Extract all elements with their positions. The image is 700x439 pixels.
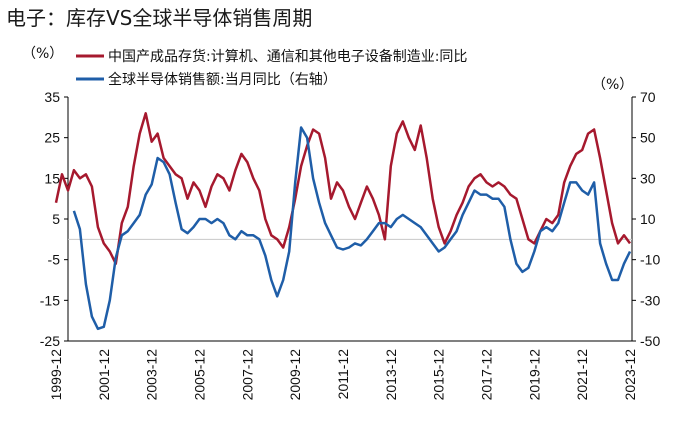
x-tick-label: 2007-12 — [239, 349, 255, 401]
x-tick-label: 2021-12 — [574, 349, 590, 401]
chart-title: 电子：库存VS全球半导体销售周期 — [6, 6, 313, 30]
x-tick-label: 2005-12 — [192, 349, 208, 401]
right-tick-label: 70 — [640, 89, 656, 105]
left-tick-label: -5 — [48, 252, 61, 268]
x-tick-label: 2019-12 — [526, 349, 542, 401]
x-tick-label: 2001-12 — [96, 349, 112, 401]
left-tick-label: 25 — [44, 130, 60, 146]
right-tick-label: -30 — [640, 292, 660, 308]
left-axis: 35 25 15 5 -5 -15 -25 — [40, 89, 69, 349]
left-axis-unit: （%） — [22, 46, 63, 62]
right-tick-label: -10 — [640, 252, 660, 268]
x-tick-label: 2015-12 — [431, 349, 447, 401]
right-axis: 70 50 30 10 -10 -30 -50 — [631, 89, 660, 349]
x-tick-label: 2003-12 — [144, 349, 160, 401]
left-tick-label: -15 — [40, 292, 60, 308]
legend-label-semis: 全球半导体销售额:当月同比（右轴） — [108, 71, 337, 88]
x-tick-label: 2023-12 — [622, 349, 638, 401]
right-tick-label: 10 — [640, 211, 656, 227]
legend-label-inventory: 中国产成品存货:计算机、通信和其他电子设备制造业:同比 — [108, 48, 467, 65]
x-tick-label: 2017-12 — [479, 349, 495, 401]
x-axis-ticks: 1999-12 2001-12 2003-12 2005-12 2007-12 2009-… — [48, 349, 638, 401]
left-tick-label: 15 — [44, 170, 60, 186]
series-line-semis — [72, 126, 632, 331]
left-tick-label: -25 — [40, 333, 60, 349]
left-tick-label: 5 — [52, 211, 60, 227]
x-tick-label: 2013-12 — [383, 349, 399, 401]
right-axis-unit: （%） — [592, 77, 633, 93]
right-tick-label: -50 — [640, 333, 660, 349]
right-tick-label: 50 — [640, 130, 656, 146]
x-tick-label: 2011-12 — [335, 349, 351, 400]
series-line-inventory — [54, 112, 632, 265]
right-tick-label: 30 — [640, 170, 656, 186]
x-tick-label: 2009-12 — [287, 349, 303, 401]
left-tick-label: 35 — [44, 89, 60, 105]
legend: 中国产成品存货:计算机、通信和其他电子设备制造业:同比 全球半导体销售额:当月同… — [76, 48, 467, 88]
x-tick-label: 1999-12 — [48, 349, 64, 401]
